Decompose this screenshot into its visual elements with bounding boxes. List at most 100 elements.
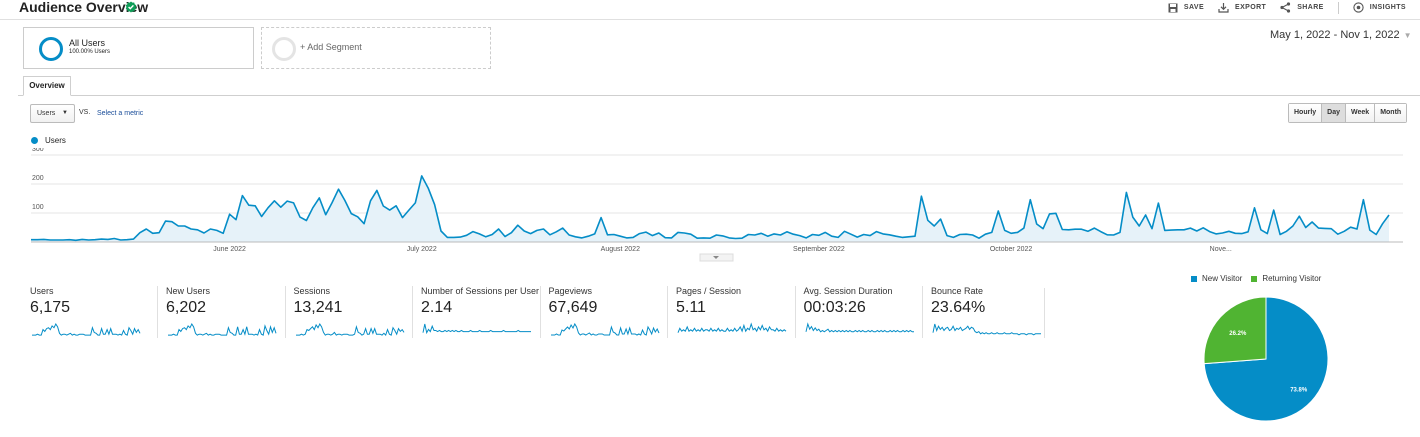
x-tick-label: September 2022 (793, 246, 845, 253)
scorecard-value: 13,241 (293, 299, 343, 316)
scorecard-bounce-rate[interactable]: Bounce Rate 23.64% (922, 286, 1050, 338)
pie-slice-returning-visitor[interactable] (1203, 296, 1267, 365)
y-tick-label: 200 (32, 175, 44, 182)
scorecard-value: 23.64% (931, 299, 986, 316)
export-button[interactable]: EXPORT (1218, 2, 1267, 13)
scorecard-users[interactable]: Users 6,175 (30, 286, 157, 338)
legend-new-visitor: New Visitor (1191, 274, 1242, 283)
sparkline-path (295, 322, 404, 337)
granularity-toggle: Hourly Day Week Month (1288, 103, 1408, 123)
add-segment-label: + Add Segment (300, 42, 362, 52)
scorecard-sparkline (422, 323, 531, 335)
scorecard-label: Number of Sessions per User (421, 286, 540, 296)
sparkline-path (32, 322, 141, 336)
visitor-pie-chart[interactable]: 73.8% 26.2% (1203, 296, 1329, 422)
chart-legend: Users (31, 136, 66, 145)
share-button[interactable]: SHARE (1280, 2, 1324, 13)
y-tick-label: 300 (32, 148, 44, 153)
date-range-picker[interactable]: May 1, 2022 - Nov 1, 2022 ▼ (1270, 29, 1412, 41)
returning-visitor-swatch (1251, 275, 1258, 282)
scorecards-divider (1044, 288, 1045, 338)
scorecard-pageviews[interactable]: Pageviews 67,649 (539, 286, 668, 338)
scorecard-sparkline (168, 322, 277, 336)
pie-legend: New Visitor Returning Visitor (1191, 274, 1330, 283)
granularity-month[interactable]: Month (1375, 104, 1407, 122)
x-tick-label: Nove... (1210, 246, 1232, 253)
scorecard-pages-session[interactable]: Pages / Session 5.11 (667, 286, 795, 338)
pie-slice-label: 73.8% (1290, 387, 1308, 393)
header-bar: Audience Overview SAVE EXPORT SHARE INSI… (0, 0, 1420, 20)
share-icon (1280, 2, 1291, 13)
legend-returning-visitor: Returning Visitor (1251, 274, 1321, 283)
scorecard-label: Pageviews (548, 286, 593, 296)
scorecard-value: 2.14 (421, 299, 453, 316)
chevron-down-icon: ▼ (1403, 31, 1412, 40)
add-segment-button[interactable]: + Add Segment (261, 27, 491, 69)
vs-label: VS. (79, 109, 91, 116)
granularity-week[interactable]: Week (1346, 104, 1376, 122)
sparkline-path (168, 322, 277, 336)
scorecard-label: New Users (166, 286, 211, 296)
chevron-down-icon (713, 256, 719, 259)
tab-overview[interactable]: Overview (23, 76, 71, 96)
metric-dropdown-label: Users (37, 110, 56, 117)
date-range-label: May 1, 2022 - Nov 1, 2022 (1270, 29, 1400, 41)
sparkline-path (932, 323, 1041, 336)
scorecard-sparkline (295, 322, 404, 337)
scorecard-label: Users (30, 286, 54, 296)
sparkline-path (550, 322, 659, 336)
scorecard-new-users[interactable]: New Users 6,202 (157, 286, 285, 338)
scorecard-label: Avg. Session Duration (803, 286, 893, 296)
granularity-day[interactable]: Day (1322, 104, 1347, 122)
y-tick-label: 100 (32, 204, 44, 211)
granularity-hourly[interactable]: Hourly (1289, 104, 1323, 122)
scorecard-number-of-sessions-per-user[interactable]: Number of Sessions per User 2.14 (412, 286, 540, 338)
users-area-fill (31, 175, 1389, 242)
save-label: SAVE (1183, 4, 1205, 11)
scorecard-value: 6,175 (30, 299, 71, 316)
segment-all-users[interactable]: All Users 100.00% Users (23, 27, 254, 69)
x-tick-label: October 2022 (990, 246, 1033, 253)
metric-dropdown[interactable]: Users ▼ (30, 104, 75, 123)
scorecard-value: 6,202 (166, 299, 207, 316)
sparkline-path (677, 322, 787, 333)
sparkline-path (422, 323, 531, 335)
insights-button[interactable]: INSIGHTS (1353, 2, 1406, 13)
sparkline-path (805, 322, 914, 333)
scorecard-value: 67,649 (548, 299, 598, 316)
x-tick-label: July 2022 (407, 246, 437, 253)
empty-segment-ring-icon (272, 37, 296, 61)
scorecard-sparkline (32, 322, 141, 336)
header-toolbar: SAVE EXPORT SHARE INSIGHTS (1168, 0, 1420, 15)
export-icon (1218, 2, 1229, 13)
verified-check-icon (125, 1, 137, 13)
legend-label: New Visitor (1202, 274, 1243, 283)
users-line-chart[interactable]: 100 200 300 June 2022 July 2022 August 2022 Se… (0, 148, 1420, 263)
page-title: Audience Overview (19, 0, 149, 15)
tab-divider (18, 95, 1420, 96)
scorecard-label: Pages / Session (676, 286, 742, 296)
save-button[interactable]: SAVE (1168, 3, 1204, 13)
insights-icon (1353, 2, 1364, 13)
dropdown-caret-icon: ▼ (62, 110, 68, 116)
scorecard-sparkline (932, 323, 1041, 336)
scorecard-value: 00:03:26 (803, 299, 866, 316)
legend-label: Returning Visitor (1262, 274, 1322, 283)
pie-slice-label: 26.2% (1229, 331, 1247, 337)
share-label: SHARE (1297, 4, 1324, 11)
export-label: EXPORT (1235, 4, 1267, 11)
scorecard-avg-session-duration[interactable]: Avg. Session Duration 00:03:26 (794, 286, 923, 338)
insights-label: INSIGHTS (1369, 4, 1406, 11)
segment-ring-icon (39, 37, 63, 61)
scorecard-label: Bounce Rate (931, 286, 984, 296)
select-metric-link[interactable]: Select a metric (97, 110, 144, 117)
scorecard-sparkline (677, 322, 787, 333)
users-series-label: Users (45, 136, 66, 145)
scorecard-sessions[interactable]: Sessions 13,241 (284, 286, 413, 338)
scorecard-sparkline (805, 322, 914, 333)
new-visitor-swatch (1191, 275, 1197, 282)
save-icon (1168, 3, 1178, 12)
scorecard-label: Sessions (293, 286, 331, 296)
segment-subtitle: 100.00% Users (69, 49, 111, 55)
users-series-line (31, 175, 1390, 242)
